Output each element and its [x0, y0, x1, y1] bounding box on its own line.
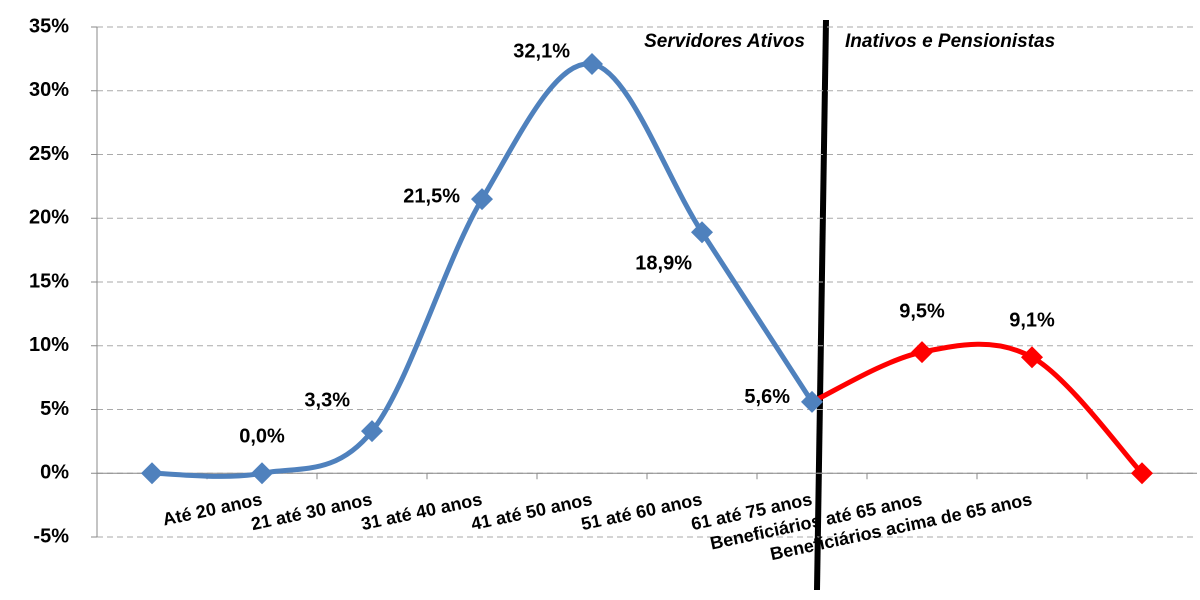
data-label: 18,9%: [635, 253, 692, 275]
y-tick-label: 10%: [29, 334, 69, 356]
x-tick-label: 41 até 50 anos: [469, 489, 594, 534]
data-label: 9,1%: [1009, 310, 1055, 332]
data-label: 9,5%: [899, 300, 945, 322]
y-tick-label: 20%: [29, 207, 69, 229]
series-line: [810, 341, 1144, 475]
x-tick-label: Até 20 anos: [161, 489, 264, 530]
marker: [801, 390, 823, 413]
x-tick-label: 31 até 40 anos: [359, 489, 484, 534]
data-label: 5,6%: [744, 386, 790, 408]
marker: [251, 462, 273, 485]
x-tick-label: 51 até 60 anos: [579, 489, 704, 534]
annotation: Inativos e Pensionistas: [845, 31, 1055, 52]
marker: [1021, 346, 1043, 369]
marker: [691, 221, 713, 244]
marker: [1131, 462, 1153, 485]
marker: [471, 188, 493, 211]
y-tick-label: 0%: [40, 462, 69, 484]
annotation: Servidores Ativos: [644, 31, 805, 52]
marker: [581, 52, 603, 75]
y-tick-label: -5%: [33, 525, 69, 547]
marker: [141, 462, 163, 485]
y-tick-label: 15%: [29, 270, 69, 292]
divider: [814, 19, 829, 591]
marker: [911, 341, 933, 364]
x-tick-label: 21 até 30 anos: [249, 489, 374, 534]
data-label: 32,1%: [513, 40, 570, 62]
y-tick-label: 5%: [40, 398, 69, 420]
marker: [361, 420, 383, 443]
data-label: 3,3%: [304, 389, 350, 411]
data-label: 21,5%: [403, 185, 460, 207]
y-tick-label: 30%: [29, 79, 69, 101]
y-tick-label: 25%: [29, 143, 69, 165]
series-line: [151, 61, 815, 479]
data-label: 0,0%: [239, 426, 285, 448]
y-tick-label: 35%: [29, 15, 69, 37]
